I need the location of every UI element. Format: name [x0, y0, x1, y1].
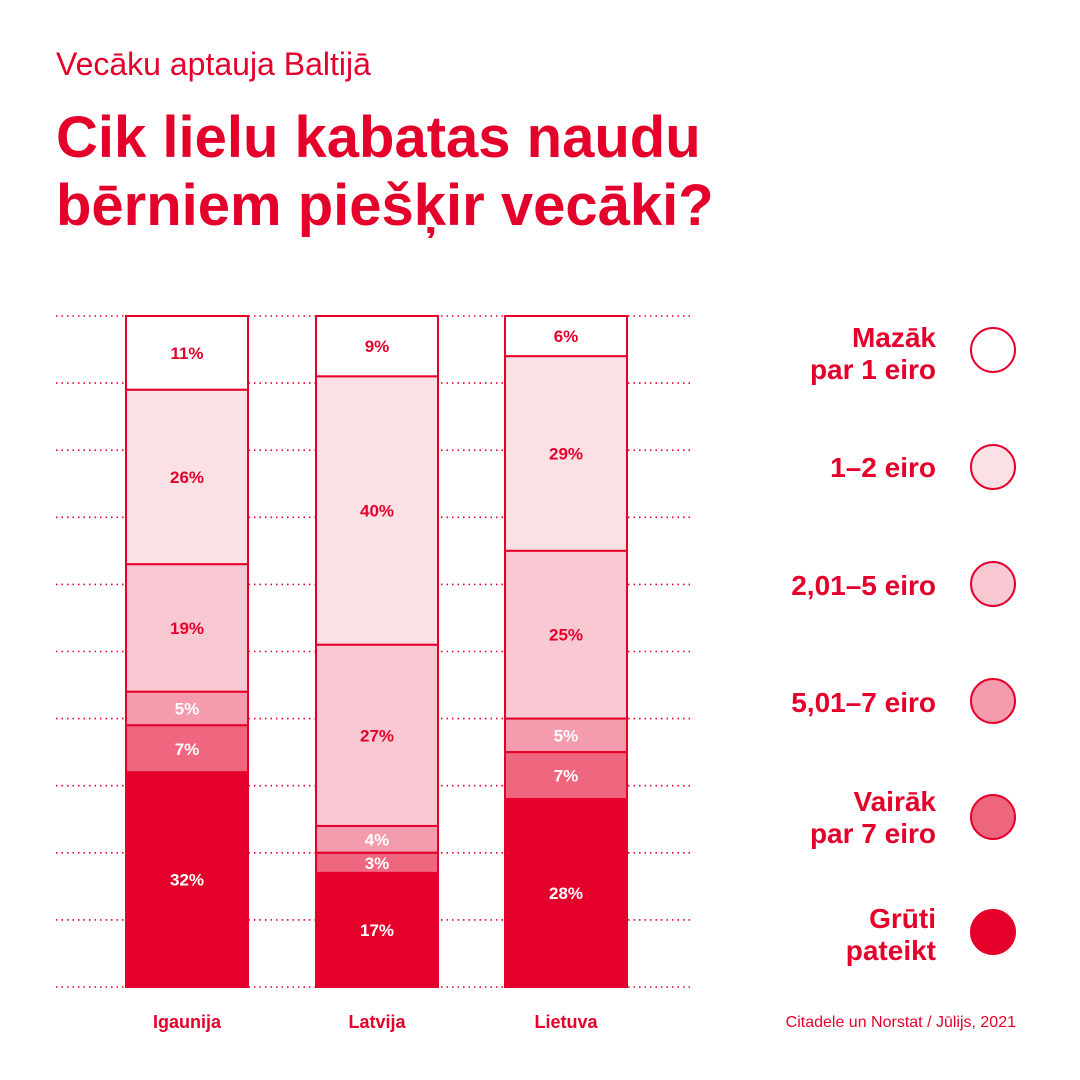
legend-label-line1: Mazāk [851, 322, 936, 353]
category-label: Latvija [348, 1012, 406, 1032]
bar-stack-latvija: 9% 40% 27% 4% 3% 17% [315, 315, 439, 988]
legend-label-line1: Grūti [869, 903, 936, 934]
category-label: Lietuva [534, 1012, 598, 1032]
legend-label-line2: par 1 eiro [809, 354, 936, 385]
legend-label-line2: pateikt [845, 935, 936, 966]
bar-value-label: 29% [549, 445, 583, 464]
bar-stack-igaunija: 11% 26% 19% 5% 7% 32% [125, 315, 249, 989]
bar-value-label: 32% [170, 871, 204, 890]
bar-value-label: 26% [170, 468, 204, 487]
bar-segment [504, 549, 628, 720]
bar-segment [125, 563, 249, 693]
source-note: Citadele un Norstat / Jūlijs, 2021 [785, 1014, 1016, 1031]
legend-label-line1: 2,01–5 eiro [791, 570, 936, 601]
bar-segment [125, 690, 249, 727]
bar-segment [315, 824, 439, 854]
legend-item-less-than-1: Mazāk par 1 eiro [810, 322, 936, 386]
bar-value-label: 7% [554, 767, 579, 786]
bar-value-label: 5% [554, 726, 579, 745]
legend-label-line1: Vairāk [853, 786, 936, 817]
legend-item-more-than-7: Vairāk par 7 eiro [810, 786, 936, 850]
bar-value-label: 5% [175, 700, 200, 719]
legend-item-1-2: 1–2 eiro [830, 452, 936, 484]
bar-value-label: 17% [360, 921, 394, 940]
bar-value-label: 9% [365, 337, 390, 356]
bar-segment [125, 388, 249, 566]
bar-segment [315, 871, 439, 988]
legend-label-line1: 1–2 eiro [830, 452, 936, 483]
legend-swatch-hard-to-say [970, 909, 1016, 955]
bar-value-label: 4% [365, 830, 390, 849]
bar-value-label: 3% [365, 854, 390, 873]
bar-segment [315, 315, 439, 378]
legend-item-2-5: 2,01–5 eiro [791, 570, 936, 602]
page-title: Cik lielu kabatas naudu bērniem piešķir … [56, 104, 1036, 240]
bar-value-label: 40% [360, 502, 394, 521]
bar-value-label: 19% [170, 619, 204, 638]
legend-label-line2: par 7 eiro [809, 818, 936, 849]
legend-item-5-7: 5,01–7 eiro [791, 687, 936, 719]
legend-label-line1: 5,01–7 eiro [791, 687, 936, 718]
bar-segment [504, 315, 628, 358]
bar-value-label: 6% [554, 327, 579, 346]
legend-swatch-less-than-1 [970, 327, 1016, 373]
bar-value-label: 7% [175, 740, 200, 759]
subtitle: Vecāku aptauja Baltijā [56, 46, 371, 82]
bar-segment [504, 355, 628, 552]
bar-segment [504, 798, 628, 988]
title-line-1: Cik lielu kabatas naudu [56, 105, 701, 170]
legend-swatch-1-2 [970, 444, 1016, 490]
bar-value-label: 11% [170, 344, 203, 363]
legend-swatch-5-7 [970, 678, 1016, 724]
bar-value-label: 25% [549, 626, 583, 645]
bar-value-label: 28% [549, 884, 583, 903]
legend-swatch-2-5 [970, 561, 1016, 607]
bar-segment [504, 717, 628, 754]
category-label: Igaunija [153, 1012, 222, 1032]
legend-item-hard-to-say: Grūti pateikt [846, 903, 936, 967]
title-line-2: bērniem piešķir vecāki? [56, 173, 714, 238]
legend-swatch-more-than-7 [970, 794, 1016, 840]
bar-segment [125, 771, 249, 989]
bar-stack-lietuva: 6% 29% 25% 5% 7% 28% [504, 315, 628, 988]
bar-value-label: 27% [360, 726, 394, 745]
bar-segment [125, 315, 249, 391]
